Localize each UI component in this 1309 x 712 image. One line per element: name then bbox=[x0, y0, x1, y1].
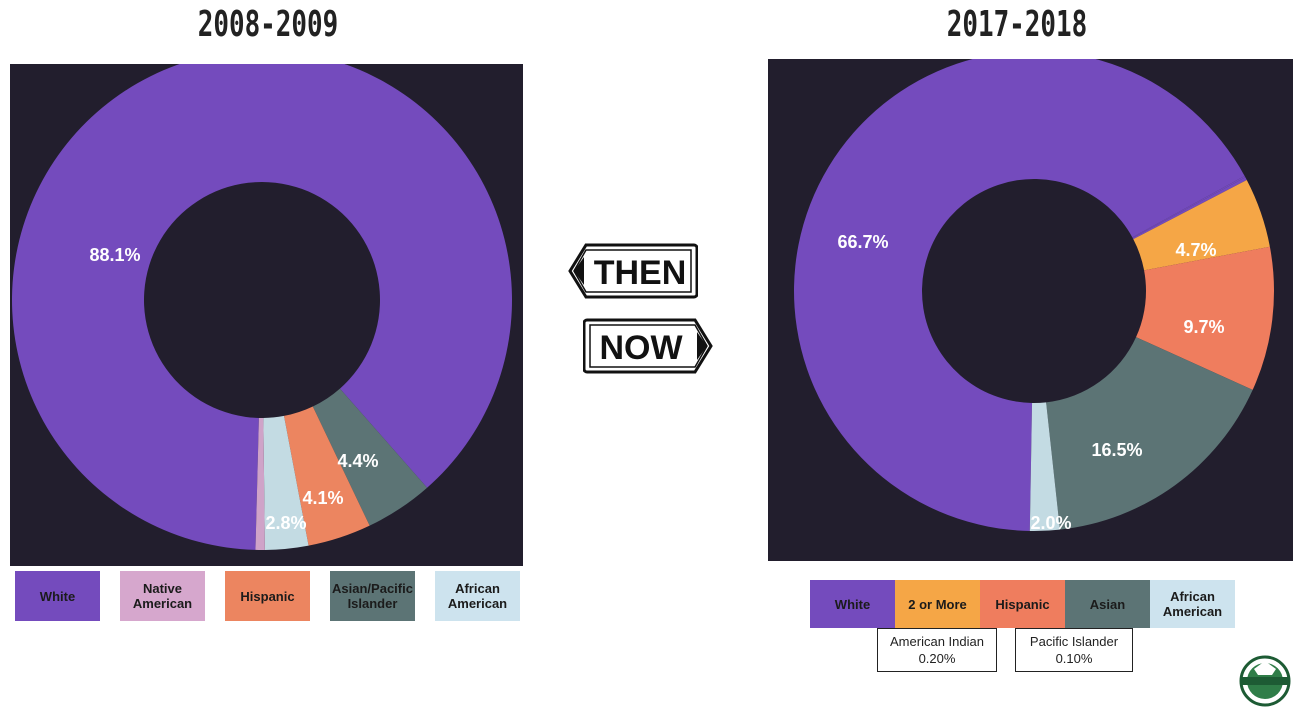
note-american-indian: American Indian 0.20% bbox=[877, 628, 997, 672]
legend-2017-2018: White 2 or More Hispanic Asian African Ameri… bbox=[810, 580, 1235, 628]
chart-title-2017-2018: 2017-2018 bbox=[946, 4, 1088, 45]
slice-label-asian-pacific-islander: 4.4% bbox=[337, 451, 378, 471]
legend-item-hispanic: Hispanic bbox=[980, 580, 1065, 628]
slice-african-american bbox=[263, 415, 309, 550]
slice-label-white: 88.1% bbox=[89, 245, 140, 265]
slice-label-hispanic: 4.1% bbox=[302, 488, 343, 508]
note-american-indian-value: 0.20% bbox=[918, 651, 956, 666]
legend-item-white: White bbox=[810, 580, 895, 628]
slice-asian bbox=[1046, 337, 1253, 530]
donut-chart-2017-2018: 66.7% 4.7% 9.7% 16.5% 2.0% bbox=[768, 59, 1293, 561]
legend-2008-2009: White Native American Hispanic Asian/Pacifi… bbox=[15, 571, 520, 621]
slice-native-american bbox=[255, 417, 265, 550]
slice-pacific-islander bbox=[1132, 175, 1246, 238]
donut-svg-2008-2009: 88.1% 4.4% 4.1% 2.8% bbox=[12, 64, 512, 550]
legend-item-african-american: African American bbox=[1150, 580, 1235, 628]
note-pacific-islander-value: 0.10% bbox=[1055, 651, 1093, 666]
legend-item-native-american: Native American bbox=[120, 571, 205, 621]
legend-item-2-or-more: 2 or More bbox=[895, 580, 980, 628]
slice-label-african-american: 2.8% bbox=[265, 513, 306, 533]
arrow-left-icon bbox=[574, 257, 584, 285]
slice-hispanic bbox=[283, 406, 370, 546]
note-american-indian-label: American Indian bbox=[890, 634, 984, 649]
slice-label-white: 66.7% bbox=[837, 232, 888, 252]
slice-white bbox=[12, 64, 512, 550]
donut-chart-2008-2009: 88.1% 4.4% 4.1% 2.8% bbox=[10, 64, 523, 566]
then-sign: THEN bbox=[568, 243, 698, 299]
slice-label-asian: 16.5% bbox=[1091, 440, 1142, 460]
legend-item-hispanic: Hispanic bbox=[225, 571, 310, 621]
then-sign-label: THEN bbox=[594, 254, 687, 292]
chart-title-2008-2009: 2008-2009 bbox=[197, 4, 339, 45]
legend-item-white: White bbox=[15, 571, 100, 621]
donut-svg-2017-2018: 66.7% 4.7% 9.7% 16.5% 2.0% bbox=[794, 59, 1274, 533]
legend-item-asian: Asian bbox=[1065, 580, 1150, 628]
note-pacific-islander-label: Pacific Islander bbox=[1029, 634, 1119, 649]
slice-label-2-or-more: 4.7% bbox=[1175, 240, 1216, 260]
slice-label-hispanic: 9.7% bbox=[1183, 317, 1224, 337]
slice-label-african-american: 2.0% bbox=[1030, 513, 1071, 533]
legend-item-asian-pacific-islander: Asian/Pacific Islander bbox=[330, 571, 415, 621]
slice-hispanic bbox=[1136, 246, 1274, 390]
slice-african-american bbox=[1029, 402, 1060, 531]
legend-item-african-american: African American bbox=[435, 571, 520, 621]
slice-asian-pacific-islander bbox=[312, 388, 428, 526]
slice-american-indian bbox=[1132, 177, 1247, 240]
school-district-logo bbox=[1234, 655, 1296, 707]
slice-white bbox=[794, 59, 1245, 531]
now-sign: NOW bbox=[583, 318, 713, 374]
now-sign-label: NOW bbox=[599, 329, 683, 367]
slice-2-or-more bbox=[1133, 179, 1270, 271]
arrow-right-icon bbox=[697, 332, 707, 360]
note-pacific-islander: Pacific Islander 0.10% bbox=[1015, 628, 1133, 672]
